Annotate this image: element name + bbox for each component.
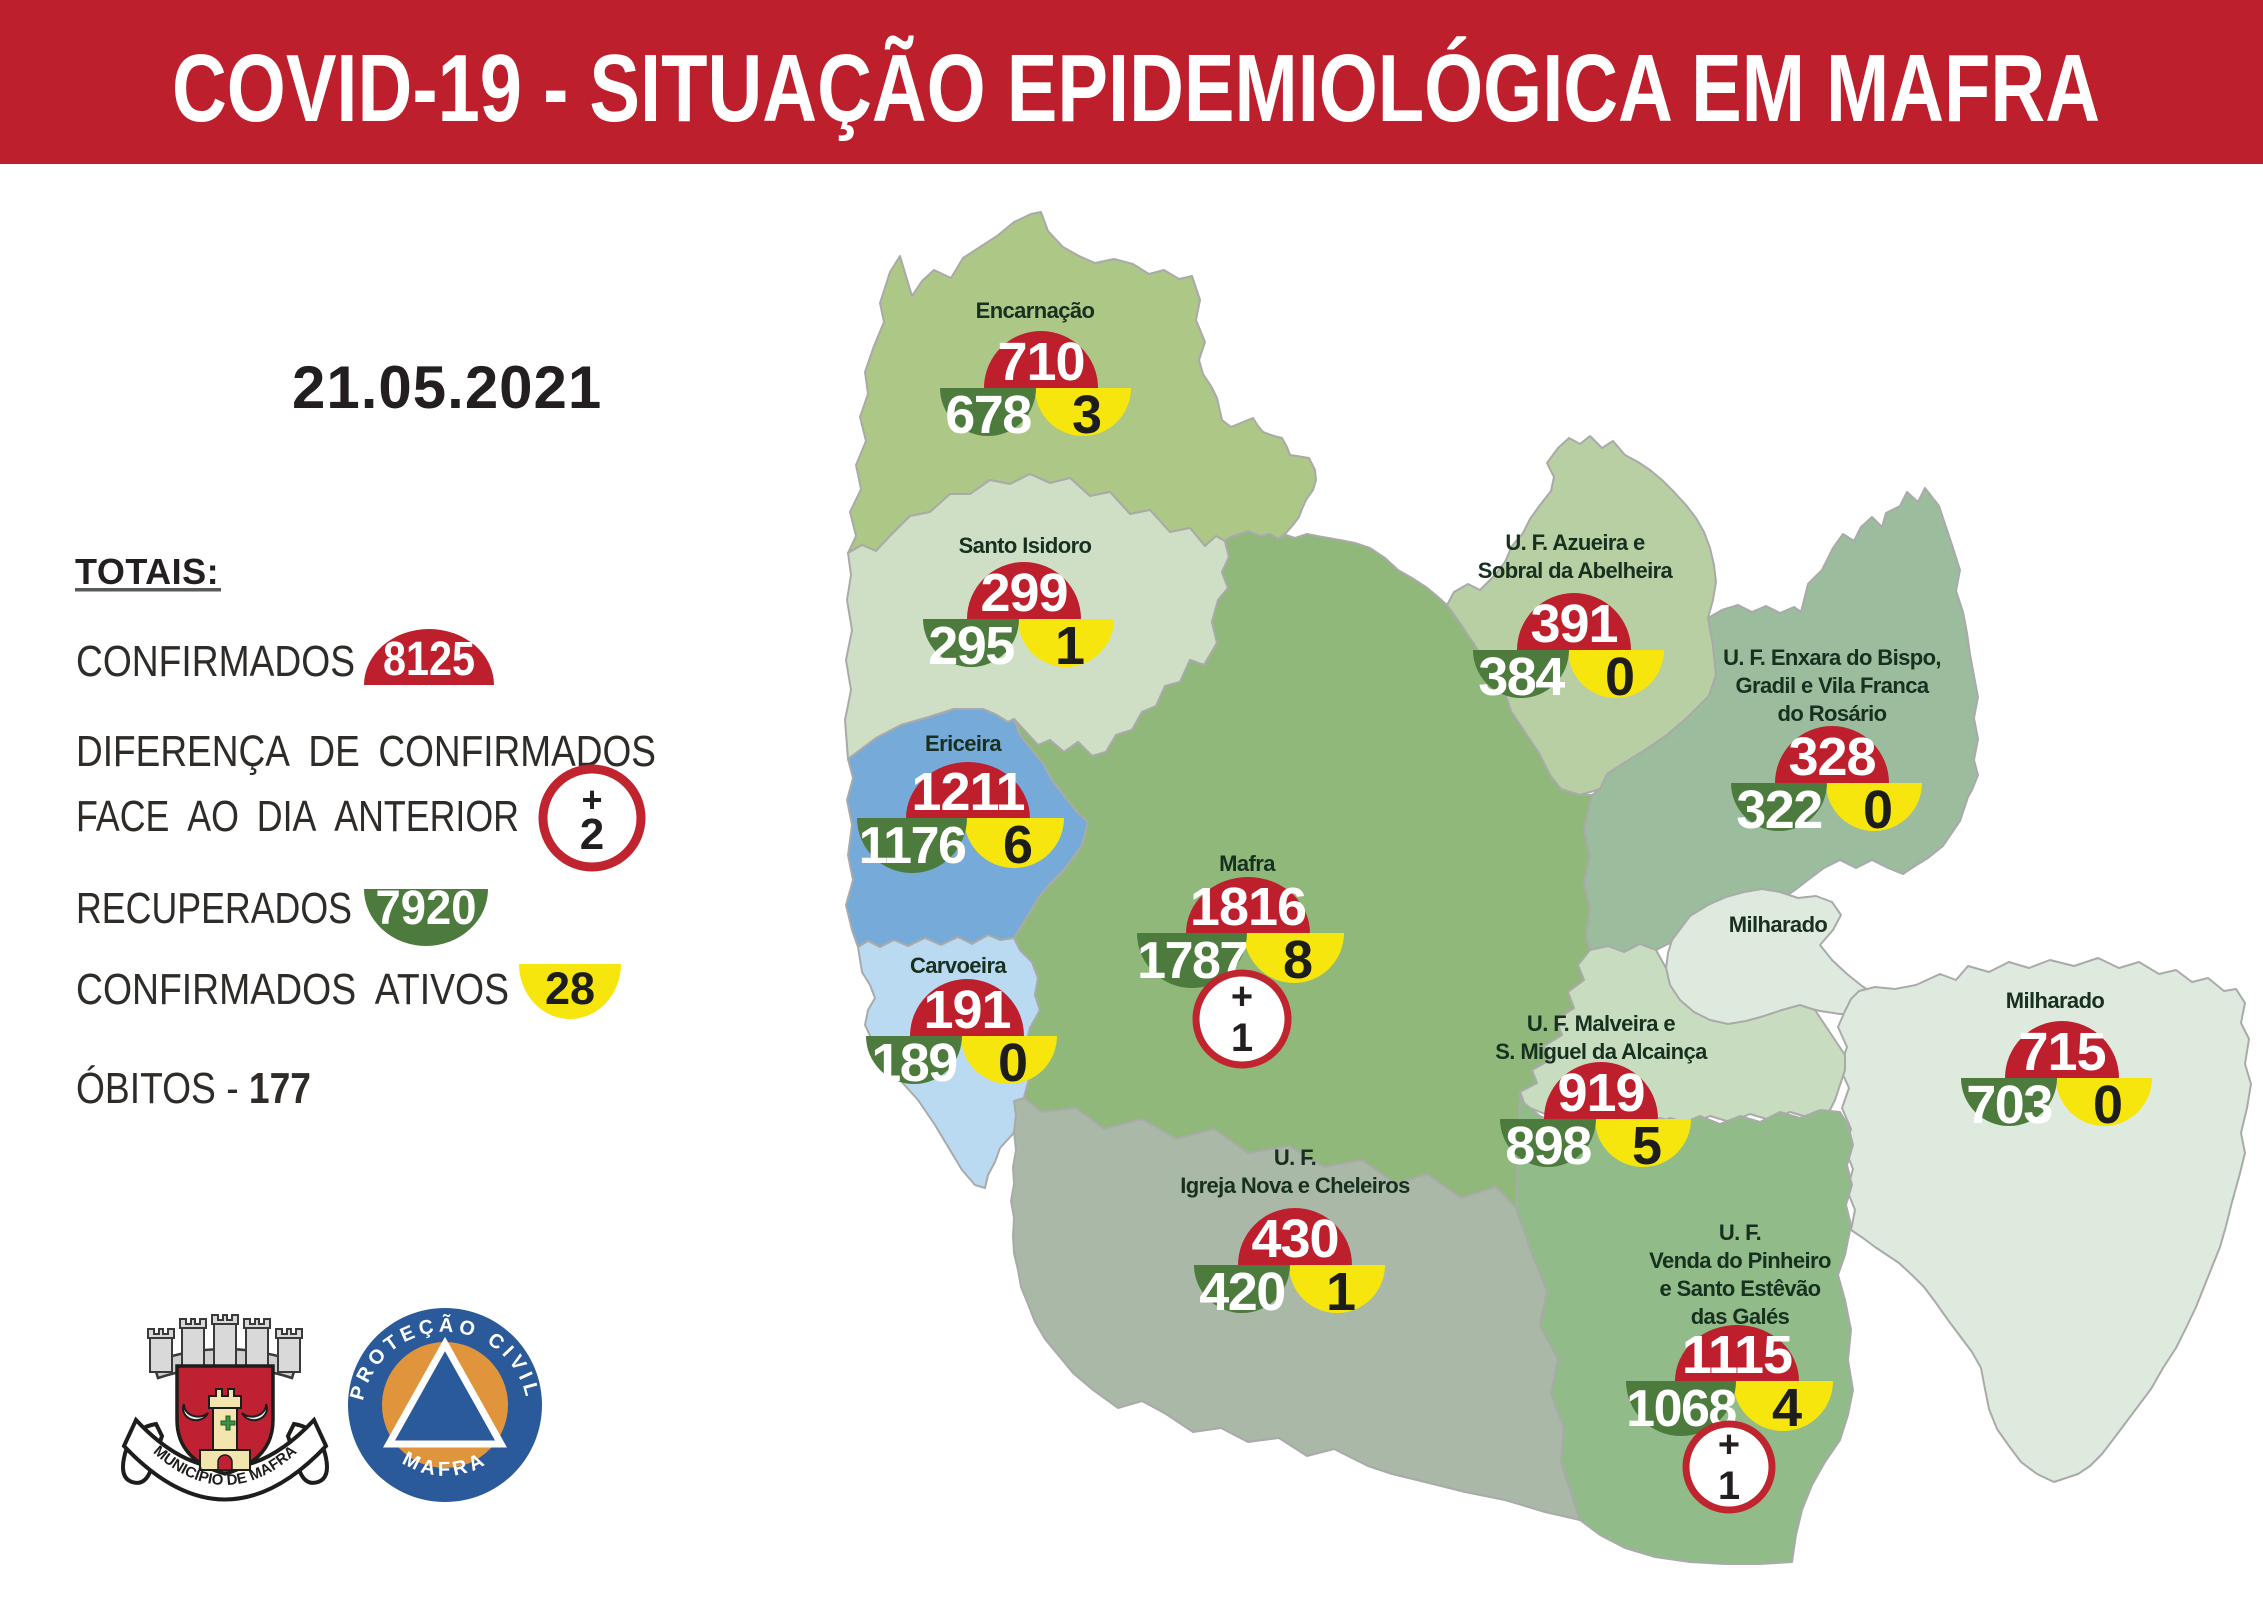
svg-text:6: 6 — [1003, 815, 1033, 875]
svg-text:5: 5 — [1632, 1116, 1662, 1176]
svg-text:0: 0 — [2093, 1075, 2123, 1135]
svg-text:Milharado: Milharado — [2006, 988, 2105, 1013]
svg-text:U. F.: U. F. — [1274, 1145, 1316, 1170]
svg-text:Mafra: Mafra — [1219, 851, 1276, 876]
svg-text:1: 1 — [1326, 1262, 1356, 1322]
svg-text:1: 1 — [1231, 1016, 1253, 1060]
svg-text:295: 295 — [928, 616, 1014, 676]
svg-text:CONFIRMADOS ATIVOS: CONFIRMADOS ATIVOS — [76, 965, 509, 1014]
svg-text:1816: 1816 — [1190, 877, 1306, 937]
svg-text:Encarnação: Encarnação — [976, 298, 1095, 323]
svg-text:4: 4 — [1772, 1378, 1802, 1438]
svg-text:7920: 7920 — [376, 882, 477, 935]
svg-text:189: 189 — [871, 1033, 957, 1093]
svg-text:28: 28 — [545, 963, 595, 1014]
svg-text:CONFIRMADOS: CONFIRMADOS — [76, 637, 355, 686]
svg-text:+: + — [1718, 1424, 1740, 1466]
svg-text:Gradil e Vila Franca: Gradil e Vila Franca — [1735, 673, 1929, 698]
svg-text:1115: 1115 — [1682, 1325, 1792, 1385]
svg-text:3: 3 — [1072, 385, 1102, 445]
svg-text:1: 1 — [1055, 616, 1085, 676]
svg-text:RECUPERADOS: RECUPERADOS — [76, 884, 352, 933]
svg-text:U. F. Malveira e: U. F. Malveira e — [1527, 1011, 1676, 1036]
svg-text:919: 919 — [1557, 1063, 1644, 1123]
svg-text:U. F.: U. F. — [1719, 1220, 1761, 1245]
svg-text:0: 0 — [998, 1033, 1028, 1093]
svg-text:Igreja Nova e Cheleiros: Igreja Nova e Cheleiros — [1180, 1173, 1410, 1198]
svg-text:e Santo Estêvão: e Santo Estêvão — [1660, 1276, 1821, 1301]
svg-text:8125: 8125 — [383, 633, 475, 686]
svg-text:898: 898 — [1505, 1116, 1591, 1176]
svg-text:703: 703 — [1966, 1075, 2052, 1135]
svg-text:299: 299 — [980, 563, 1067, 623]
svg-text:Sobral da Abelheira: Sobral da Abelheira — [1478, 558, 1674, 583]
svg-text:0: 0 — [1605, 647, 1635, 707]
svg-text:420: 420 — [1199, 1262, 1285, 1322]
svg-text:1176: 1176 — [859, 817, 966, 875]
svg-text:384: 384 — [1478, 647, 1565, 707]
svg-text:Milharado: Milharado — [1729, 912, 1828, 937]
svg-text:FACE AO DIA ANTERIOR: FACE AO DIA ANTERIOR — [76, 792, 519, 841]
svg-text:8: 8 — [1283, 930, 1313, 990]
svg-text:715: 715 — [2018, 1022, 2105, 1082]
svg-text:710: 710 — [997, 332, 1084, 392]
svg-text:do Rosário: do Rosário — [1778, 701, 1887, 726]
svg-text:+: + — [1231, 976, 1253, 1018]
svg-text:430: 430 — [1251, 1209, 1338, 1269]
svg-text:1: 1 — [1718, 1464, 1740, 1508]
svg-text:1211: 1211 — [911, 762, 1024, 822]
svg-text:S. Miguel da Alcainça: S. Miguel da Alcainça — [1495, 1039, 1708, 1064]
svg-text:Santo Isidoro: Santo Isidoro — [959, 533, 1092, 558]
svg-text:Carvoeira: Carvoeira — [910, 953, 1007, 978]
svg-text:391: 391 — [1530, 594, 1617, 654]
svg-text:322: 322 — [1736, 780, 1822, 840]
svg-text:328: 328 — [1788, 727, 1875, 787]
svg-text:ÓBITOS - 177: ÓBITOS - 177 — [76, 1064, 311, 1113]
svg-text:Ericeira: Ericeira — [925, 731, 1002, 756]
svg-text:678: 678 — [945, 385, 1031, 445]
svg-text:21.05.2021: 21.05.2021 — [292, 354, 602, 421]
svg-text:2: 2 — [580, 810, 604, 859]
svg-text:0: 0 — [1863, 780, 1893, 840]
svg-text:Venda do Pinheiro: Venda do Pinheiro — [1649, 1248, 1831, 1273]
svg-text:U. F. Enxara do Bispo,: U. F. Enxara do Bispo, — [1723, 645, 1941, 670]
svg-text:TOTAIS:: TOTAIS: — [75, 551, 219, 592]
svg-text:COVID-19 - SITUAÇÃO EPIDEMIOLÓ: COVID-19 - SITUAÇÃO EPIDEMIOLÓGICA EM MA… — [172, 34, 2100, 142]
svg-text:+: + — [581, 779, 602, 820]
svg-text:U. F. Azueira e: U. F. Azueira e — [1505, 530, 1645, 555]
svg-text:191: 191 — [923, 980, 1010, 1040]
svg-text:DIFERENÇA DE CONFIRMADOS: DIFERENÇA DE CONFIRMADOS — [76, 727, 656, 776]
svg-text:das Galés: das Galés — [1691, 1304, 1790, 1329]
